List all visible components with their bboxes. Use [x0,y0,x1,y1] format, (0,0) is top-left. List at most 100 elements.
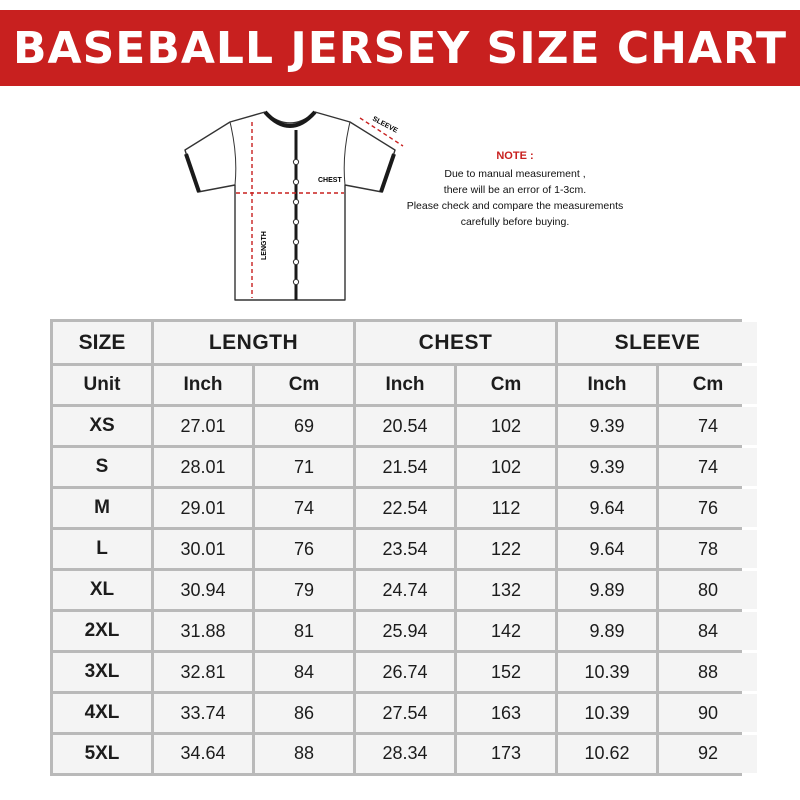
value-cell: 30.94 [154,571,252,610]
size-cell: XL [53,571,151,610]
header-chest: CHEST [356,322,556,364]
value-cell: 34.64 [154,734,252,773]
value-cell: 9.39 [558,448,657,487]
value-cell: 71 [255,448,354,487]
note-line: there will be an error of 1-3cm. [443,184,587,196]
value-cell: 80 [659,571,758,610]
length-label: LENGTH [261,231,268,260]
unit-cell: Inch [558,366,657,405]
value-cell: 24.74 [356,571,455,610]
unit-cell: Cm [457,366,556,405]
measurement-note: NOTE : Due to manual measurement , there… [395,150,635,230]
table-row: L 30.01 76 23.54 122 9.64 78 [53,530,758,569]
table-row: XS 27.01 69 20.54 102 9.39 74 [53,407,758,446]
value-cell: 10.62 [558,734,657,773]
value-cell: 84 [659,612,758,651]
header-sleeve: SLEEVE [558,322,758,364]
size-table: SIZE LENGTH CHEST SLEEVE Unit Inch Cm In… [50,319,760,776]
table-row: 5XL 34.64 88 28.34 173 10.62 92 [53,734,758,773]
size-cell: 3XL [53,653,151,692]
unit-cell: Unit [53,366,151,405]
unit-cell: Inch [356,366,455,405]
value-cell: 28.34 [356,734,455,773]
size-cell: 5XL [53,734,151,773]
table-header-row: SIZE LENGTH CHEST SLEEVE [53,322,758,364]
value-cell: 9.64 [558,530,657,569]
value-cell: 22.54 [356,489,455,528]
value-cell: 76 [255,530,354,569]
value-cell: 9.64 [558,489,657,528]
note-line: carefully before buying. [460,216,570,228]
value-cell: 79 [255,571,354,610]
size-cell: L [53,530,151,569]
title-banner: BASEBALL JERSEY SIZE CHART [0,10,800,86]
jersey-outline-icon: CHEST SLEEVE LENGTH [184,110,404,301]
size-cell: 4XL [53,694,151,732]
note-line: Due to manual measurement , [444,168,586,180]
value-cell: 31.88 [154,612,252,651]
unit-cell: Cm [659,366,758,405]
value-cell: 90 [659,694,758,732]
header-length: LENGTH [154,322,354,364]
value-cell: 32.81 [154,653,252,692]
value-cell: 69 [255,407,354,446]
value-cell: 21.54 [356,448,455,487]
header-size: SIZE [53,322,151,364]
value-cell: 163 [457,694,556,732]
value-cell: 25.94 [356,612,455,651]
table-row: 3XL 32.81 84 26.74 152 10.39 88 [53,653,758,692]
note-line: Please check and compare the measurement… [406,200,624,212]
table-row: S 28.01 71 21.54 102 9.39 74 [53,448,758,487]
value-cell: 84 [255,653,354,692]
unit-cell: Inch [154,366,252,405]
value-cell: 27.01 [154,407,252,446]
value-cell: 28.01 [154,448,252,487]
size-cell: 2XL [53,612,151,651]
value-cell: 132 [457,571,556,610]
table-row: XL 30.94 79 24.74 132 9.89 80 [53,571,758,610]
value-cell: 9.39 [558,407,657,446]
value-cell: 88 [255,734,354,773]
value-cell: 74 [659,448,758,487]
unit-cell: Cm [255,366,354,405]
value-cell: 20.54 [356,407,455,446]
value-cell: 102 [457,448,556,487]
value-cell: 76 [659,489,758,528]
value-cell: 78 [659,530,758,569]
table-unit-row: Unit Inch Cm Inch Cm Inch Cm [53,366,758,405]
value-cell: 74 [659,407,758,446]
size-cell: M [53,489,151,528]
page-title: BASEBALL JERSEY SIZE CHART [13,22,787,74]
value-cell: 81 [255,612,354,651]
value-cell: 173 [457,734,556,773]
value-cell: 9.89 [558,571,657,610]
value-cell: 9.89 [558,612,657,651]
value-cell: 23.54 [356,530,455,569]
size-table-frame: SIZE LENGTH CHEST SLEEVE Unit Inch Cm In… [50,319,758,776]
table-row: 4XL 33.74 86 27.54 163 10.39 90 [53,694,758,732]
value-cell: 102 [457,407,556,446]
size-cell: S [53,448,151,487]
jersey-diagram: CHEST SLEEVE LENGTH [170,100,430,310]
size-cell: XS [53,407,151,446]
value-cell: 112 [457,489,556,528]
sleeve-label: SLEEVE [371,116,399,135]
value-cell: 27.54 [356,694,455,732]
value-cell: 88 [659,653,758,692]
table-row: M 29.01 74 22.54 112 9.64 76 [53,489,758,528]
value-cell: 74 [255,489,354,528]
value-cell: 92 [659,734,758,773]
chest-label: CHEST [318,177,342,184]
value-cell: 10.39 [558,694,657,732]
note-heading: NOTE : [496,150,534,162]
value-cell: 33.74 [154,694,252,732]
value-cell: 30.01 [154,530,252,569]
value-cell: 29.01 [154,489,252,528]
value-cell: 26.74 [356,653,455,692]
value-cell: 86 [255,694,354,732]
value-cell: 122 [457,530,556,569]
value-cell: 152 [457,653,556,692]
value-cell: 10.39 [558,653,657,692]
value-cell: 142 [457,612,556,651]
table-row: 2XL 31.88 81 25.94 142 9.89 84 [53,612,758,651]
